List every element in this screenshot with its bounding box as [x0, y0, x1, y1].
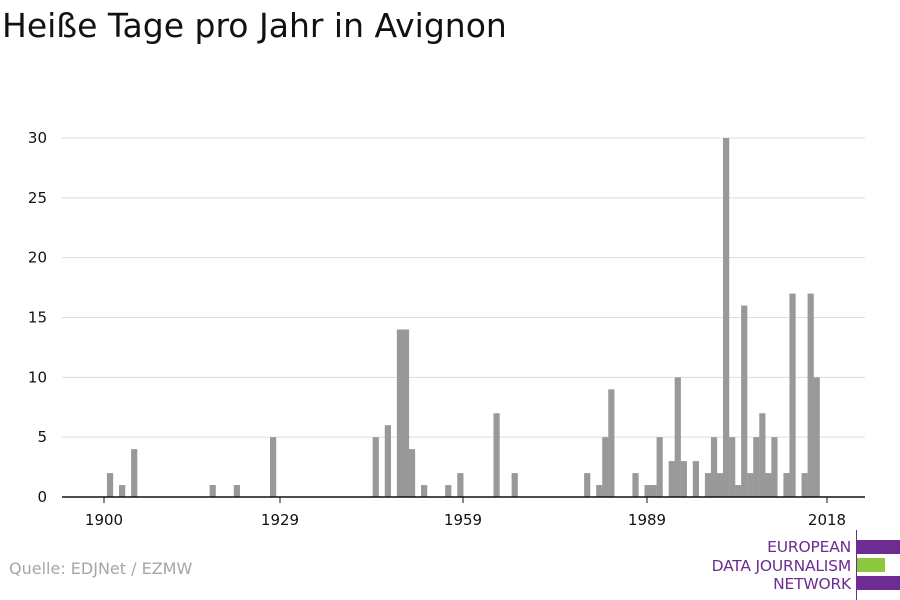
- y-tick-label: 15: [28, 309, 47, 327]
- logo-divider: [856, 530, 857, 600]
- x-tick-label: 2018: [808, 511, 846, 529]
- y-tick-labels: 0 5 10 15 20 25 30: [28, 129, 47, 506]
- page-title: Heiße Tage pro Jahr in Avignon: [2, 6, 507, 45]
- bar-2007: [747, 473, 754, 497]
- edjnet-logo[interactable]: EUROPEAN DATA JOURNALISM NETWORK: [700, 528, 900, 600]
- bar-1968: [511, 473, 518, 497]
- bar-2004: [729, 437, 736, 497]
- bar-1996: [680, 461, 687, 497]
- bar-2016: [801, 473, 808, 497]
- bar-1959: [457, 473, 464, 497]
- bar-1982: [596, 485, 603, 497]
- x-tick-label: 1989: [628, 511, 666, 529]
- bar-2008: [753, 437, 760, 497]
- bar-2011: [771, 437, 778, 497]
- bar-1988: [632, 473, 639, 497]
- bar-1994: [668, 461, 675, 497]
- x-tick-label: 1900: [85, 511, 123, 529]
- logo-text-line-1: EUROPEAN: [767, 538, 851, 556]
- bar-2010: [765, 473, 772, 497]
- bar-2014: [789, 293, 796, 497]
- bar-1965: [493, 413, 500, 497]
- bar-1922: [233, 485, 240, 497]
- bar-2017: [807, 293, 814, 497]
- bar-1957: [445, 485, 452, 497]
- y-gridlines: [62, 137, 865, 438]
- bar-1951: [408, 449, 416, 497]
- bar-2013: [783, 473, 790, 497]
- bar-1980: [584, 473, 591, 497]
- bar-2002: [716, 473, 724, 497]
- bars: [106, 138, 820, 497]
- y-tick-label: 10: [28, 368, 47, 386]
- logo-bar-bottom: [857, 576, 900, 590]
- x-tick-labels: 1900 1929 1959 1989 2018: [85, 511, 846, 529]
- source-note: Quelle: EDJNet / EZMW: [9, 559, 193, 578]
- logo-bar-top: [857, 540, 900, 554]
- bar-2005: [735, 485, 742, 497]
- bar-2003: [723, 138, 730, 497]
- logo-text-line-3: NETWORK: [773, 575, 851, 593]
- bar-1984: [608, 389, 615, 497]
- bar-2001: [710, 437, 718, 497]
- bar-1991: [650, 485, 657, 497]
- x-axis: [62, 496, 865, 503]
- bar-chart: 0 5 10 15 20 25 30 1900 1929 1959 1989 2018: [28, 129, 865, 529]
- bar-1945: [372, 437, 379, 497]
- bar-2006: [741, 305, 748, 497]
- bar-1947: [384, 425, 391, 497]
- bar-1990: [644, 485, 651, 497]
- bar-1905: [131, 449, 138, 497]
- y-tick-label: 25: [28, 189, 47, 207]
- bar-2000: [704, 473, 712, 497]
- bar-2009: [759, 413, 766, 497]
- y-tick-label: 0: [37, 488, 47, 506]
- bar-1928: [270, 437, 277, 497]
- y-tick-label: 20: [28, 249, 47, 267]
- bar-1950: [402, 329, 410, 497]
- x-tick-label: 1959: [444, 511, 482, 529]
- y-tick-label: 5: [37, 428, 47, 446]
- bar-1992: [656, 437, 663, 497]
- bar-1995: [674, 377, 681, 497]
- bar-1901: [106, 473, 114, 497]
- bar-1953: [421, 485, 428, 497]
- bar-1949: [396, 329, 404, 497]
- logo-text-line-2: DATA JOURNALISM: [711, 557, 852, 575]
- x-tick-label: 1929: [261, 511, 299, 529]
- bar-2018: [813, 377, 820, 497]
- y-tick-label: 30: [28, 129, 47, 147]
- bar-1983: [602, 437, 609, 497]
- logo-bar-middle: [857, 558, 885, 572]
- bar-1903: [119, 485, 126, 497]
- bar-1918: [209, 485, 216, 497]
- bar-1998: [692, 461, 700, 497]
